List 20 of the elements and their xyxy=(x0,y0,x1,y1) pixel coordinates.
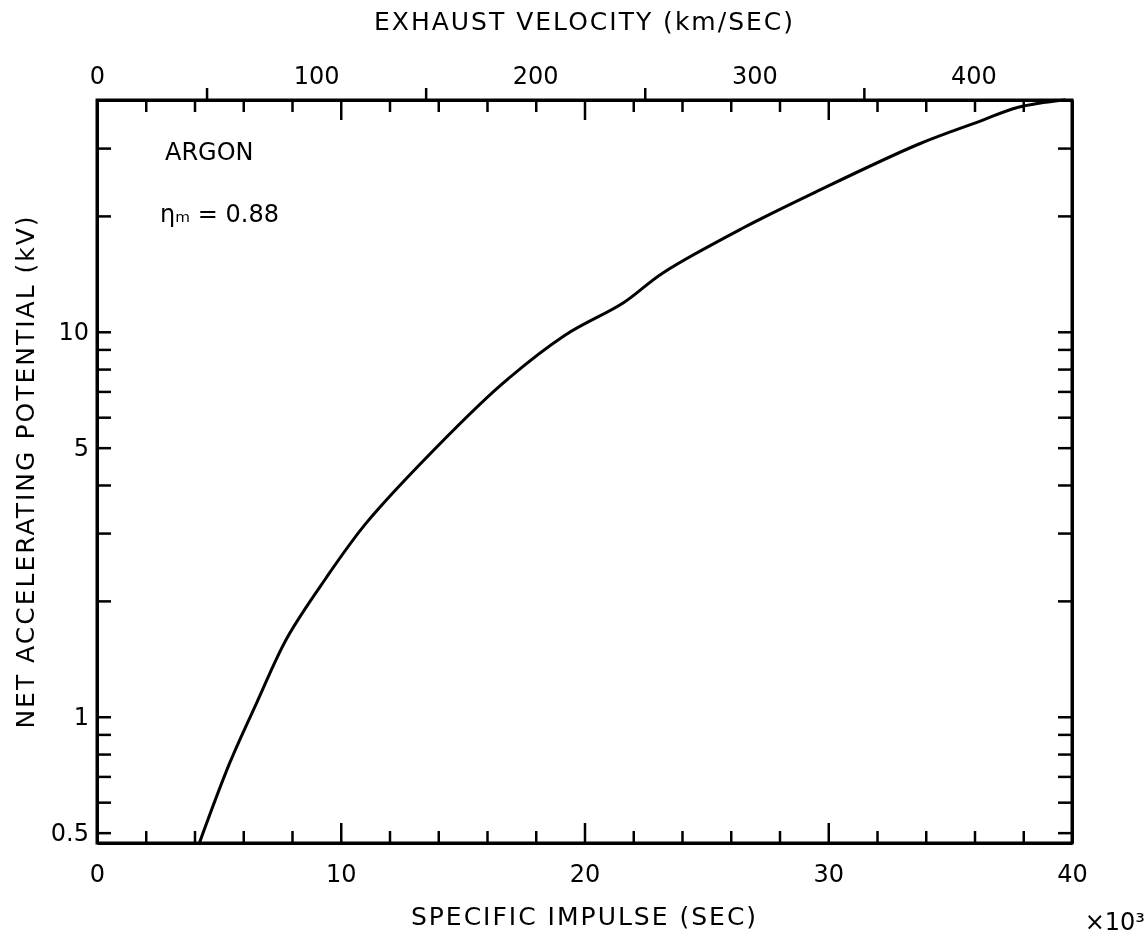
x2-axis-title: EXHAUST VELOCITY (km/SEC) xyxy=(373,7,796,36)
y-tick-label: 1 xyxy=(73,702,89,731)
x-tick-label: 40 xyxy=(1057,860,1088,889)
y-tick-label: 10 xyxy=(58,317,89,346)
x-tick-label: 30 xyxy=(813,860,845,889)
y-tick-label: 5 xyxy=(73,433,89,462)
x-tick-label: 10 xyxy=(325,860,357,889)
annotation: ARGON xyxy=(165,138,254,166)
annotation: ηₘ = 0.88 xyxy=(160,200,279,228)
x-tick-label: 20 xyxy=(569,860,601,889)
y-axis-title: NET ACCELERATING POTENTIAL (kV) xyxy=(11,214,40,729)
text: ×10³ xyxy=(1084,908,1145,936)
x2-tick-label: 400 xyxy=(951,62,997,90)
y-tick-label: 0.5 xyxy=(50,818,89,847)
x2-tick-label: 200 xyxy=(512,62,559,90)
x2-tick-label: 100 xyxy=(293,62,340,90)
x-tick-label: 0 xyxy=(89,860,106,889)
x2-tick-label: 0 xyxy=(89,62,106,90)
x2-tick-label: 300 xyxy=(731,62,778,90)
x-axis-title: SPECIFIC IMPULSE (SEC) xyxy=(410,902,759,931)
